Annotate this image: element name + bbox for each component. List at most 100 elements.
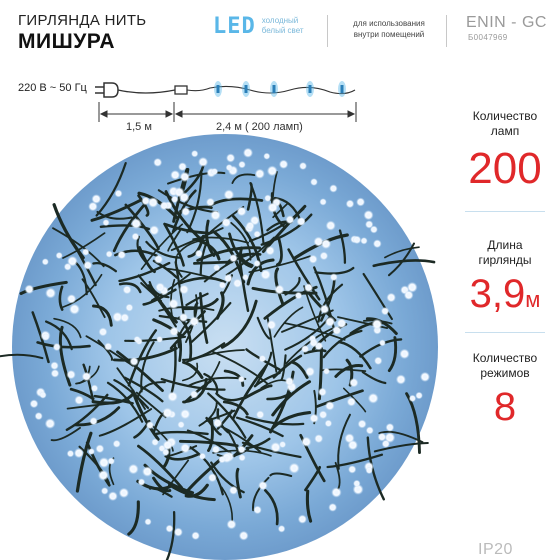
garland-bulb (389, 295, 394, 300)
garland-wire (239, 246, 253, 269)
garland-wire (285, 327, 333, 365)
garland-bulb (350, 443, 355, 447)
spec-label: Количество режимов (450, 351, 560, 381)
garland-bulb (292, 466, 297, 471)
garland-bulb (255, 261, 259, 266)
garland-wire (184, 483, 209, 498)
garland-wire (215, 392, 244, 402)
garland-bulb (182, 287, 186, 292)
garland-bulb (252, 218, 257, 223)
led-badge: LED холодный белый свет (213, 16, 304, 38)
garland-bulb (356, 487, 360, 492)
garland-wire (52, 227, 105, 268)
garland-wire (74, 406, 121, 427)
garland-bulb (146, 519, 150, 524)
garland-bulb (360, 422, 364, 426)
garland-bulb (330, 505, 335, 510)
garland-wire (184, 456, 224, 494)
garland-bulb (54, 345, 59, 349)
power-cable (117, 89, 176, 94)
garland-bulb (383, 309, 387, 313)
garland-wire (287, 248, 321, 301)
garland-wire (362, 272, 393, 321)
garland-bulb (157, 337, 162, 342)
garland-bulb (327, 403, 332, 408)
garland-bulb (52, 363, 57, 368)
garland-bulb (98, 446, 102, 451)
garland-bulb (111, 494, 115, 499)
garland-bulb (322, 254, 326, 258)
garland-wire (154, 430, 209, 436)
lights-wire (186, 85, 356, 95)
garland-bulb (281, 162, 286, 167)
garland-wire (245, 437, 271, 450)
garland-wire (334, 364, 364, 378)
garland-bulb (183, 412, 188, 416)
spec-divider (465, 211, 545, 212)
garland-wire (193, 260, 233, 265)
garland-bulb (248, 223, 253, 228)
garland-wire (189, 446, 224, 496)
garland-wire (127, 329, 158, 387)
modes-count-value: 8 (493, 385, 517, 429)
garland-wire (343, 387, 367, 413)
garland-bulb (308, 369, 312, 374)
garland-bulb (229, 522, 234, 527)
garland-wire (230, 221, 252, 261)
garland-wire (116, 350, 164, 392)
garland-bulb (306, 285, 311, 290)
garland-wire (245, 348, 281, 371)
garland-wire (196, 246, 261, 262)
usage-line2: внутри помещений (353, 30, 425, 39)
garland-bulb (328, 223, 333, 228)
length-unit: м (525, 287, 541, 312)
garland-bulb (402, 352, 407, 356)
garland-bulb (115, 315, 120, 319)
spec-label: Количество ламп (450, 109, 560, 139)
garland-bulb (43, 259, 48, 264)
garland-bulb (53, 371, 57, 376)
garland-bulb (296, 293, 301, 298)
garland-wire (274, 267, 285, 306)
garland-wire (192, 236, 250, 244)
header-divider (446, 15, 447, 47)
garland-wire (207, 417, 214, 452)
ip-rating: IP20 (478, 541, 513, 558)
garland-bulb (301, 164, 305, 168)
garland-wire (164, 445, 198, 458)
garland-bulb (210, 475, 215, 480)
garland-bulb (132, 359, 137, 364)
garland-wire (263, 488, 279, 526)
garland-bulb (239, 377, 244, 382)
garland-bulb (287, 379, 292, 384)
garland-wire (177, 319, 191, 349)
garland-bulb (139, 480, 144, 484)
garland-bulb (261, 483, 265, 488)
garland-bulb (119, 252, 124, 257)
scheme-bulb (244, 85, 248, 93)
garland-bulb (69, 372, 73, 377)
garland-bulb (36, 414, 41, 418)
garland-bulb (383, 441, 388, 446)
specs-column: Количество ламп 200 Длина гирлянды 3,9м … (450, 100, 560, 427)
garland-bulb (316, 344, 321, 348)
garland-bulb (151, 200, 156, 205)
garland-wire (337, 413, 351, 470)
garland-wire (181, 298, 219, 311)
garland-bulb (339, 321, 344, 326)
garland-wire (98, 408, 153, 437)
garland-wire (75, 431, 93, 493)
garland-bulb (102, 489, 107, 493)
garland-wire (405, 392, 421, 454)
garland-bulb (220, 283, 225, 287)
garland-wire (387, 336, 398, 373)
garland-wire (280, 354, 287, 381)
garland-wire (118, 261, 171, 283)
garland-bulb (299, 219, 304, 224)
scheme-bulbs (214, 81, 346, 97)
garland-wire (81, 278, 106, 319)
garland-bulb (192, 392, 197, 397)
garland-bulb (300, 517, 305, 522)
garland-bulb (316, 436, 321, 441)
